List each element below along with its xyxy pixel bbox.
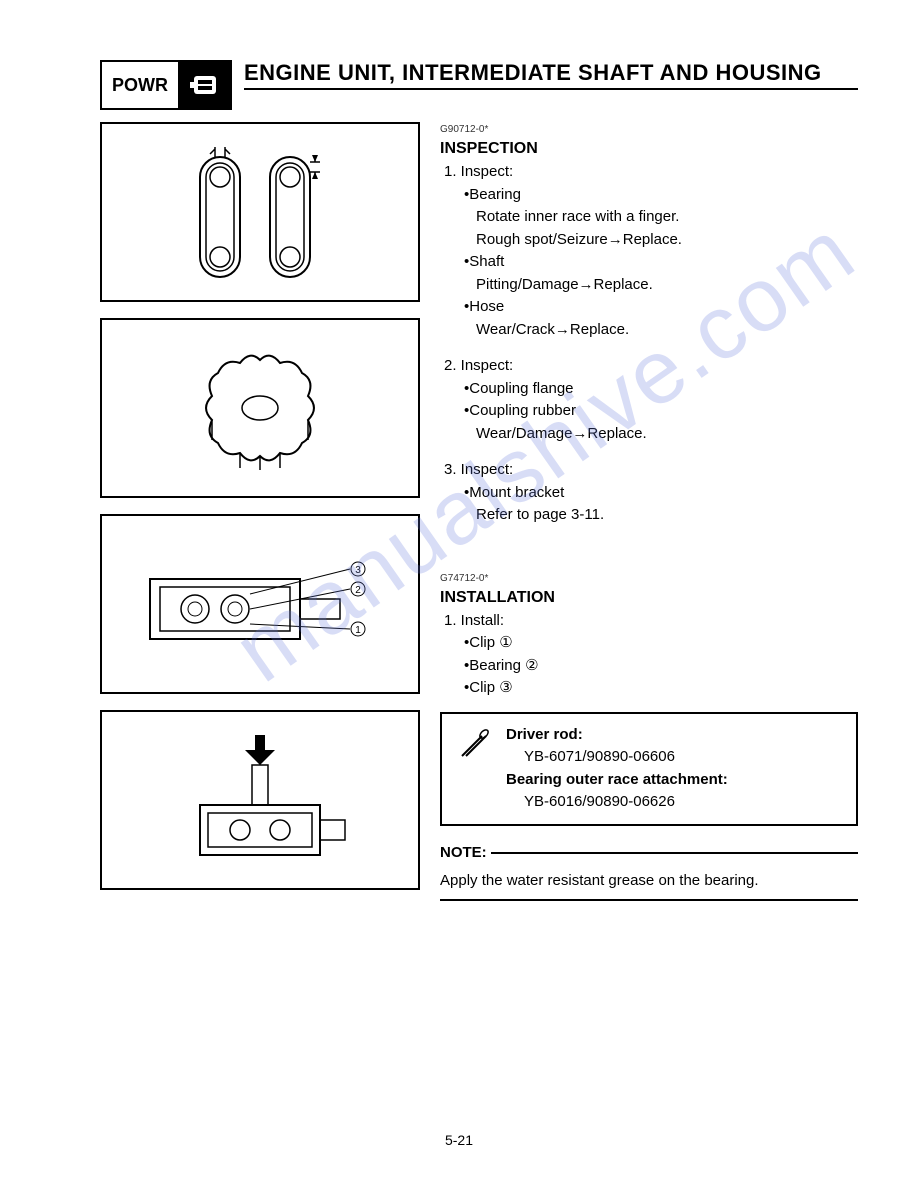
svg-text:2: 2 — [355, 585, 361, 596]
driver-label: Driver rod: — [506, 724, 728, 747]
engine-icon — [180, 62, 230, 108]
sub-line: Rough spot/Seizure→Replace. — [476, 229, 858, 252]
driver-value: YB-6071/90890-06606 — [524, 746, 728, 769]
figure-coupling-rubber — [100, 318, 420, 498]
sub-line: Wear/Crack→Replace. — [476, 319, 858, 342]
content-row: 3 2 1 G90712-0* INSPECTION 1. Inspect: •… — [100, 122, 858, 901]
title-underline — [244, 88, 858, 90]
header-row: POWR ENGINE UNIT, INTERMEDIATE SHAFT AND… — [100, 60, 858, 110]
bullet: •Hose — [464, 296, 858, 319]
inspection-heading: INSPECTION — [440, 137, 858, 161]
step-num: 3. Inspect: — [444, 459, 858, 482]
sub-line: Pitting/Damage→Replace. — [476, 274, 858, 297]
step-num: 2. Inspect: — [444, 355, 858, 378]
title-block: ENGINE UNIT, INTERMEDIATE SHAFT AND HOUS… — [244, 60, 858, 90]
note-body: Apply the water resistant grease on the … — [440, 870, 858, 901]
bullet: •Clip ③ — [464, 677, 858, 700]
figure-bearings — [100, 122, 420, 302]
step-num: 1. Install: — [444, 610, 858, 633]
installation-heading: INSTALLATION — [440, 586, 858, 610]
step-3: 3. Inspect: •Mount bracket Refer to page… — [440, 459, 858, 527]
figure-driver-install — [100, 710, 420, 890]
figure-housing-callouts: 3 2 1 — [100, 514, 420, 694]
bullet: •Bearing ② — [464, 655, 858, 678]
bullet: •Clip ① — [464, 632, 858, 655]
page-title: ENGINE UNIT, INTERMEDIATE SHAFT AND HOUS… — [244, 60, 858, 86]
ref-code: G74712-0* — [440, 571, 858, 586]
bullet: •Coupling flange — [464, 378, 858, 401]
bullet: •Shaft — [464, 251, 858, 274]
step-1: 1. Inspect: •Bearing Rotate inner race w… — [440, 161, 858, 341]
bearing-value: YB-6016/90890-06626 — [524, 791, 728, 814]
section-tab: POWR — [100, 60, 232, 110]
bullet: •Coupling rubber — [464, 400, 858, 423]
tool-box: Driver rod: YB-6071/90890-06606 Bearing … — [440, 712, 858, 826]
page-number: 5-21 — [0, 1132, 918, 1148]
bullet: •Bearing — [464, 184, 858, 207]
tool-icon — [454, 724, 494, 764]
text-column: G90712-0* INSPECTION 1. Inspect: •Bearin… — [440, 122, 858, 901]
note-rule — [491, 852, 858, 854]
step-2: 2. Inspect: •Coupling flange •Coupling r… — [440, 355, 858, 445]
bearing-label: Bearing outer race attachment: — [506, 769, 728, 792]
note-label: NOTE: — [440, 842, 487, 865]
svg-text:1: 1 — [355, 625, 361, 636]
tool-text: Driver rod: YB-6071/90890-06606 Bearing … — [506, 724, 728, 814]
sub-line: Rotate inner race with a finger. — [476, 206, 858, 229]
svg-text:3: 3 — [355, 565, 361, 576]
ref-code: G90712-0* — [440, 122, 858, 137]
note-header: NOTE: — [440, 842, 858, 865]
step-num: 1. Inspect: — [444, 161, 858, 184]
tab-label: POWR — [102, 62, 180, 108]
sub-line: Refer to page 3-11. — [476, 504, 858, 527]
sub-line: Wear/Damage→Replace. — [476, 423, 858, 446]
figures-column: 3 2 1 — [100, 122, 420, 901]
bullet: •Mount bracket — [464, 482, 858, 505]
